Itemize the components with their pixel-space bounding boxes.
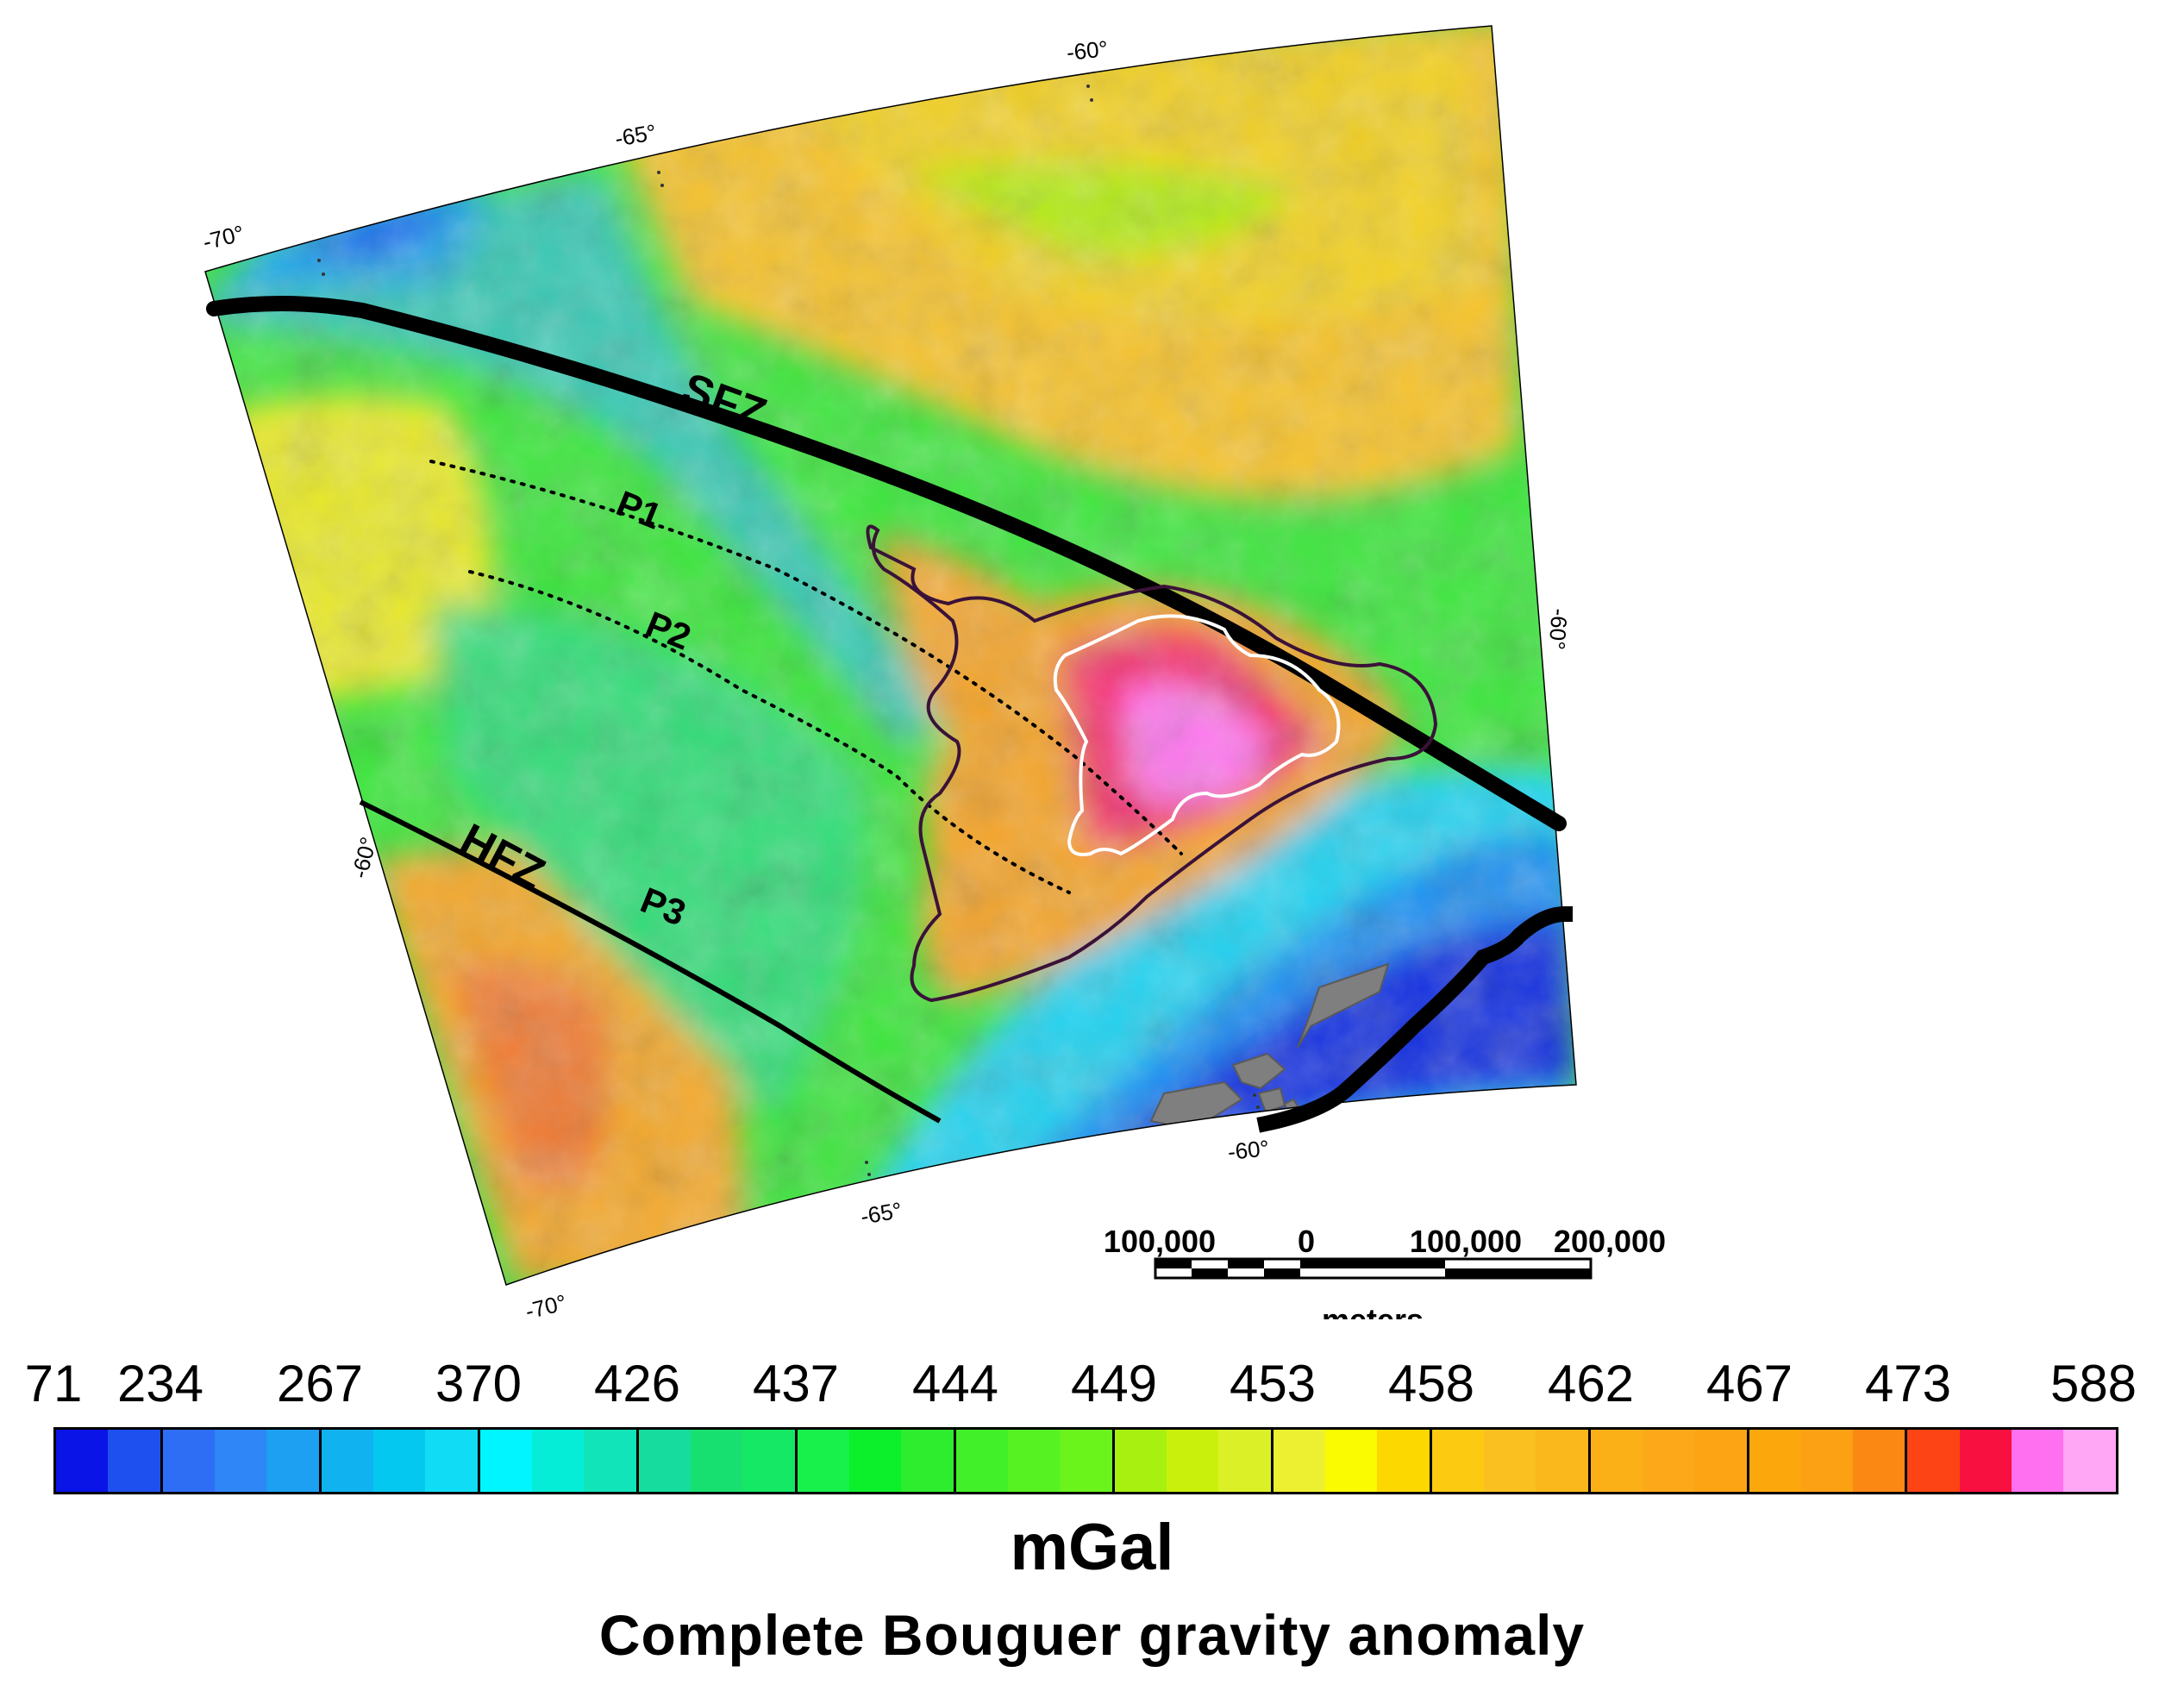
graticule-left: -60° xyxy=(347,835,382,881)
graticule-top-e: -60° xyxy=(1065,35,1109,66)
graticule-bottom-w: -70° xyxy=(523,1289,569,1319)
colorbar xyxy=(53,1427,2118,1494)
fault-hfz-line xyxy=(359,799,942,1124)
colorbar-cell xyxy=(1483,1430,1536,1492)
colorbar-cell xyxy=(901,1430,956,1492)
colorbar-cell xyxy=(1007,1430,1061,1492)
colorbar-label: 449 xyxy=(1070,1355,1158,1412)
gravity-anomaly-map: -70° -65° -60° -70° -65° -60° -60° -60° … xyxy=(200,25,1666,1319)
colorbar-cell xyxy=(372,1430,426,1492)
figure-title: Complete Bouguer gravity anomaly xyxy=(598,1603,1586,1667)
colorbar-cell xyxy=(955,1430,1008,1492)
scale-tick-0: 100,000 xyxy=(1104,1224,1216,1259)
graticule-bottom-mid: -65° xyxy=(859,1197,904,1230)
colorbar-unit: mGal xyxy=(1010,1511,1174,1584)
colorbar-cell xyxy=(848,1430,902,1492)
colorbar-cell xyxy=(1853,1430,1908,1492)
scale-tick-1: 0 xyxy=(1298,1224,1315,1259)
colorbar-cell xyxy=(214,1430,267,1492)
colorbar-cell xyxy=(1907,1430,1960,1492)
profile-p2-line xyxy=(468,570,1071,894)
colorbar-cell xyxy=(1749,1430,1801,1492)
colorbar-label: 458 xyxy=(1387,1355,1475,1412)
colorbar-label: 370 xyxy=(435,1355,523,1412)
colorbar-cell xyxy=(797,1430,849,1492)
colorbar-cell xyxy=(1642,1430,1695,1492)
colorbar-label: 467 xyxy=(1705,1355,1793,1412)
profile-p1-line xyxy=(429,460,1183,855)
inner-anomaly-outline xyxy=(1053,614,1341,856)
colorbar-cell xyxy=(584,1430,639,1492)
colorbar-cell xyxy=(1060,1430,1115,1492)
colorbar-cell xyxy=(690,1430,743,1492)
colorbar-cell xyxy=(1959,1430,2012,1492)
colorbar-cell xyxy=(531,1430,585,1492)
graticule-ticks xyxy=(317,85,1260,1176)
colorbar-cell xyxy=(1377,1430,1432,1492)
colorbar-cell xyxy=(1166,1430,1219,1492)
colorbar-cell xyxy=(56,1430,109,1492)
colorbar-cell xyxy=(266,1430,322,1492)
map-raster xyxy=(205,26,1576,1285)
colorbar-label: 437 xyxy=(752,1355,840,1412)
colorbar-label: 234 xyxy=(116,1355,204,1412)
colorbar-cell xyxy=(1324,1430,1378,1492)
colorbar-cell xyxy=(742,1430,798,1492)
colorbar-cell xyxy=(108,1430,163,1492)
scale-unit: meters xyxy=(1322,1302,1424,1319)
scale-tick-3: 200,000 xyxy=(1554,1224,1666,1259)
colorbar-label: 444 xyxy=(911,1355,999,1412)
colorbar-cell xyxy=(321,1430,373,1492)
graticule-top-w: -70° xyxy=(200,220,247,255)
colorbar-cell xyxy=(2012,1430,2064,1492)
colorbar-label: 453 xyxy=(1229,1355,1317,1412)
colorbar-cell xyxy=(162,1430,215,1492)
fault-sfz-line xyxy=(206,295,1567,831)
colorbar-cell xyxy=(1114,1430,1167,1492)
map-frame xyxy=(204,25,1577,1286)
colorbar-cell xyxy=(1694,1430,1749,1492)
colorbar-cell xyxy=(1536,1430,1591,1492)
graticule-top-mid: -65° xyxy=(613,119,658,152)
colorbar-cell xyxy=(1273,1430,1325,1492)
colorbar-label: 426 xyxy=(593,1355,681,1412)
colorbar-cell xyxy=(1590,1430,1643,1492)
colorbar-cell xyxy=(1431,1430,1484,1492)
graticule-right: -60° xyxy=(1544,608,1573,651)
colorbar-label: 462 xyxy=(1547,1355,1635,1412)
colorbar-cell xyxy=(638,1430,691,1492)
colorbar-cell xyxy=(2063,1430,2116,1492)
scale-bar: 100,000 0 100,000 200,000 meters xyxy=(1104,1224,1666,1319)
colorbar-cell xyxy=(425,1430,480,1492)
colorbar-label: 71 xyxy=(24,1355,83,1412)
anomaly-outline xyxy=(866,524,1438,1003)
colorbar-cell xyxy=(479,1430,532,1492)
colorbar-cell xyxy=(1800,1430,1854,1492)
colorbar-label: 473 xyxy=(1864,1355,1952,1412)
colorbar-cell xyxy=(1218,1430,1273,1492)
colorbar-label: 267 xyxy=(276,1355,364,1412)
colorbar-label: 588 xyxy=(2049,1355,2137,1412)
graticule-bottom-e: -60° xyxy=(1226,1135,1270,1165)
fault-south-line xyxy=(1256,905,1574,1133)
scale-tick-2: 100,000 xyxy=(1410,1224,1522,1259)
